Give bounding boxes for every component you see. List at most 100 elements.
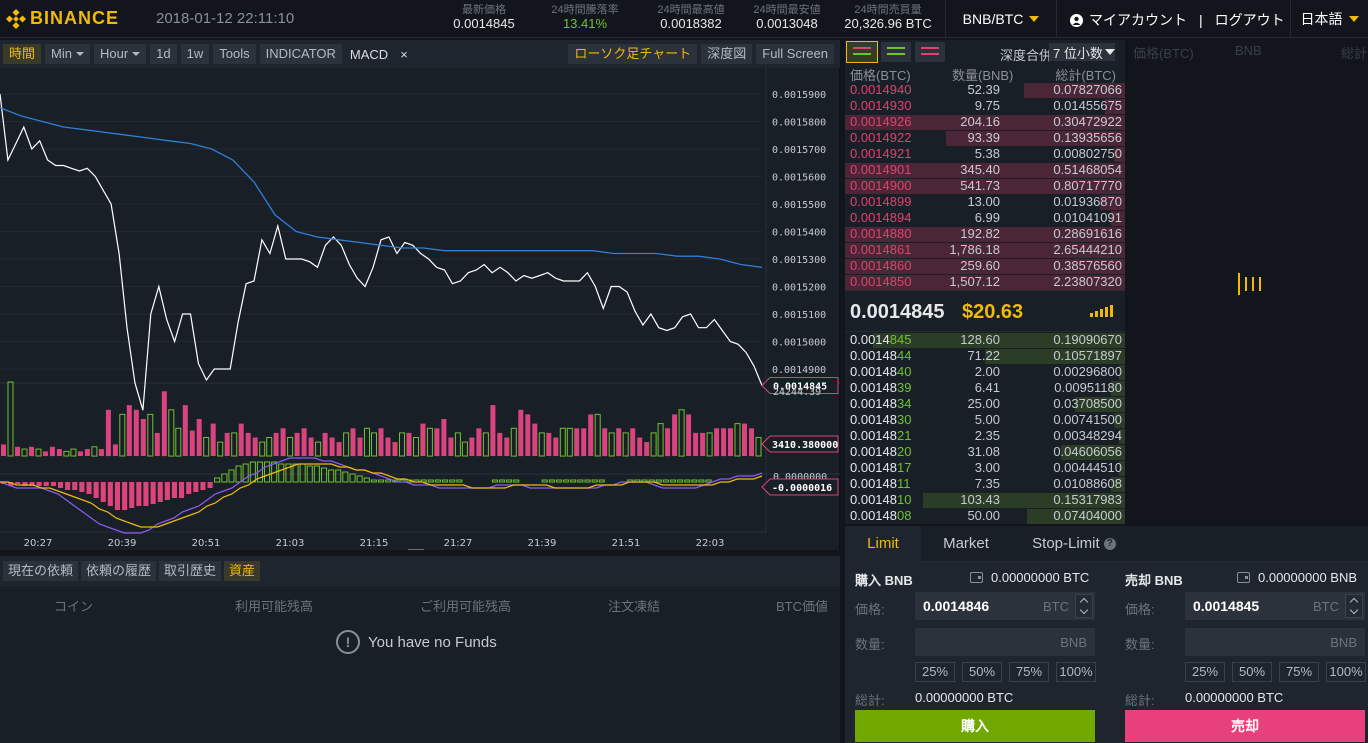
price-chart[interactable]: 0.0015900 0.0015800 0.0015700 0.0015600 0.00… (0, 68, 840, 550)
bid-row[interactable]: 0.0014817 3.00 0.00444510 (845, 460, 1125, 476)
interval-1d-button[interactable]: 1d (150, 44, 177, 64)
tab-assets[interactable]: 資産 (224, 560, 261, 581)
sell-title: 売却 BNB (1125, 573, 1183, 588)
ask-row[interactable]: 0.0014899 13.00 0.01936870 (845, 194, 1125, 210)
funds-tabs: 現在の依頼 依頼の履歴 取引歴史 資産 (0, 556, 840, 586)
tab-open-orders[interactable]: 現在の依頼 (3, 560, 79, 581)
volume-bar (497, 432, 503, 456)
bid-row[interactable]: 0.0014810 103.43 0.15317983 (845, 492, 1125, 508)
last-price: 0.0014845 (850, 301, 945, 323)
bid-row[interactable]: 0.0014808 50.00 0.07404000 (845, 508, 1125, 524)
depth-merge-select[interactable]: 7 位小数 (1049, 43, 1115, 61)
sell-pct-25[interactable]: 25% (1185, 662, 1225, 682)
buy-qty-input[interactable]: BNB (915, 628, 1095, 656)
volume-bar (7, 381, 14, 457)
bid-amount: 7.35 (974, 476, 1000, 491)
bid-row[interactable]: 0.0014839 6.41 0.00951180 (845, 380, 1125, 396)
buy-pct-25[interactable]: 25% (915, 662, 955, 682)
ask-row[interactable]: 0.0014894 6.99 0.01041091 (845, 210, 1125, 226)
funds-table-header: コイン 利用可能残高 ご利用可能残高 注文凍結 BTC価値 (0, 596, 840, 614)
order-book-header: 価格(BTC) 数量(BNB) 総計(BTC) (845, 64, 1125, 83)
y-tick-label: 0.0015900 (772, 90, 826, 101)
bid-row[interactable]: 0.0014821 2.35 0.00348294 (845, 428, 1125, 444)
sell-pct-75[interactable]: 75% (1279, 662, 1319, 682)
ask-row[interactable]: 0.0014930 9.75 0.01455675 (845, 98, 1125, 114)
depth-bar (1105, 99, 1125, 114)
bid-row[interactable]: 0.0014840 2.00 0.00296800 (845, 364, 1125, 380)
sell-qty-input[interactable]: BNB (1185, 628, 1365, 656)
min-dropdown[interactable]: Min (45, 44, 90, 64)
ask-row[interactable]: 0.0014860 259.60 0.38576560 (845, 258, 1125, 274)
ask-row[interactable]: 0.0014940 52.39 0.07827066 (845, 82, 1125, 98)
bid-price-suffix: 10 (897, 492, 912, 507)
time-button[interactable]: 時間 (3, 44, 42, 64)
volume-bar (706, 432, 713, 457)
help-icon[interactable]: ? (1103, 538, 1116, 551)
sell-qty-unit: BNB (1330, 635, 1357, 650)
price-stepper[interactable] (1345, 594, 1363, 618)
bid-row[interactable]: 0.0014845 128.60 0.19090670 (845, 332, 1125, 348)
language-selector[interactable]: 日本語 (1290, 0, 1368, 38)
view-bids-icon[interactable] (881, 42, 911, 62)
sell-button[interactable]: 売却 (1125, 710, 1365, 742)
buy-price-input[interactable]: 0.0014846 BTC (915, 592, 1095, 620)
view-asks-icon[interactable] (915, 42, 945, 62)
bid-row[interactable]: 0.0014844 71.22 0.10571897 (845, 348, 1125, 364)
depth-chart-button[interactable]: 深度図 (701, 44, 753, 64)
ask-total: 0.51468054 (1053, 162, 1122, 177)
buy-button[interactable]: 購入 (855, 710, 1095, 742)
ask-row[interactable]: 0.0014850 1,507.12 2.23807320 (845, 274, 1125, 290)
bid-price-prefix: 0.00148 (850, 460, 897, 475)
sell-pct-100[interactable]: 100% (1326, 662, 1366, 682)
bid-row[interactable]: 0.0014811 7.35 0.01088608 (845, 476, 1125, 492)
macd-histogram-bar (541, 479, 548, 483)
price-stepper[interactable] (1075, 594, 1093, 618)
macd-histogram-bar (29, 482, 35, 486)
pair-selector[interactable]: BNB/BTC (945, 0, 1057, 38)
depth-bar (845, 243, 1125, 258)
binance-logo[interactable]: BINANCE (6, 8, 119, 29)
macd-histogram-bar (356, 475, 363, 483)
interval-1w-button[interactable]: 1w (180, 44, 210, 64)
hour-dropdown[interactable]: Hour (93, 44, 147, 64)
tab-stop-limit[interactable]: Stop-Limit ? (1013, 526, 1135, 562)
bid-row[interactable]: 0.0014830 5.00 0.00741500 (845, 412, 1125, 428)
bid-price-prefix: 0.00148 (850, 380, 897, 395)
fullscreen-button[interactable]: Full Screen (756, 44, 834, 64)
buy-pct-50[interactable]: 50% (962, 662, 1002, 682)
bid-row[interactable]: 0.0014834 25.00 0.03708500 (845, 396, 1125, 412)
logout-link[interactable]: ログアウト (1214, 12, 1285, 28)
stat-24h-change: 24時間騰落率 13.41% (544, 3, 626, 31)
bid-row[interactable]: 0.0014820 31.08 0.04606056 (845, 444, 1125, 460)
ask-row[interactable]: 0.0014926 204.16 0.30472922 (845, 114, 1125, 130)
depth-bar (845, 115, 1125, 130)
tab-limit[interactable]: Limit (845, 526, 921, 562)
ask-row[interactable]: 0.0014880 192.82 0.28691616 (845, 226, 1125, 242)
ask-row[interactable]: 0.0014901 345.40 0.51468054 (845, 162, 1125, 178)
view-both-icon[interactable] (846, 41, 878, 63)
buy-pct-75[interactable]: 75% (1009, 662, 1049, 682)
candlestick-chart-button[interactable]: ローソク足チャート (568, 44, 698, 64)
ask-row[interactable]: 0.0014900 541.73 0.80717770 (845, 178, 1125, 194)
ask-amount: 6.99 (974, 210, 1000, 225)
ask-amount: 93.39 (967, 130, 1000, 145)
volume-bar (231, 432, 238, 457)
close-icon[interactable]: × (400, 46, 408, 62)
tools-button[interactable]: Tools (213, 44, 256, 64)
ask-row[interactable]: 0.0014922 93.39 0.13935656 (845, 130, 1125, 146)
buy-pct-100[interactable]: 100% (1056, 662, 1096, 682)
volume-bar (693, 432, 699, 456)
tab-order-history[interactable]: 依頼の履歴 (81, 560, 157, 581)
tab-trade-history[interactable]: 取引歴史 (159, 560, 222, 581)
ask-row[interactable]: 0.0014861 1,786.18 2.65444210 (845, 242, 1125, 258)
volume-tag-label: 3410.380000 (772, 440, 838, 451)
sell-price-input[interactable]: 0.0014845 BTC (1185, 592, 1365, 620)
volume-bar (1, 444, 6, 456)
sell-pct-50[interactable]: 50% (1232, 662, 1272, 682)
ask-row[interactable]: 0.0014921 5.38 0.00802750 (845, 146, 1125, 162)
my-account-link[interactable]: マイアカウント (1089, 12, 1187, 28)
tab-market[interactable]: Market (943, 535, 989, 552)
indicator-button[interactable]: INDICATOR (259, 44, 342, 64)
volume-bar (49, 446, 55, 457)
volume-bar (203, 437, 210, 457)
